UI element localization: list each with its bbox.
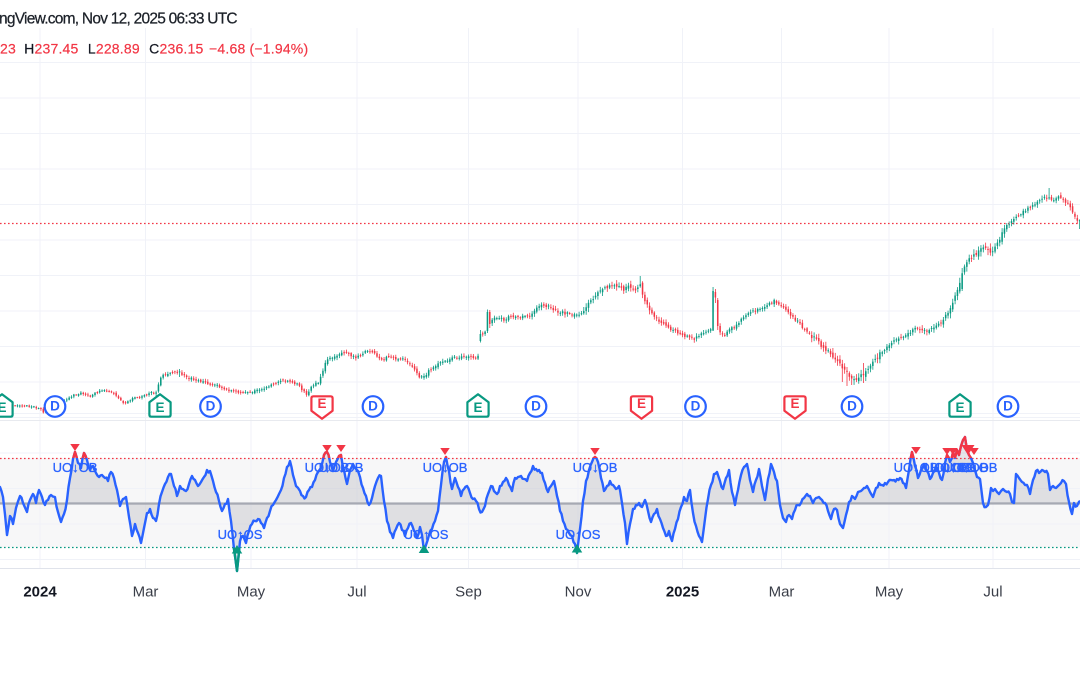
svg-text:D: D [691,399,701,414]
svg-text:UO↓OB: UO↓OB [944,460,989,475]
svg-text:UO↓OB: UO↓OB [423,460,468,475]
svg-text:ngView.com, Nov 12, 2025 06:33: ngView.com, Nov 12, 2025 06:33 UTC [0,11,237,28]
svg-text:E: E [473,400,482,415]
svg-text:UO↓OB: UO↓OB [953,460,998,475]
svg-text:UO↑OS: UO↑OS [556,527,601,542]
svg-text:Nov: Nov [565,584,592,601]
svg-text:2025: 2025 [666,584,699,601]
svg-text:E: E [155,400,164,415]
svg-text:E: E [790,396,799,411]
svg-text:D: D [1003,399,1013,414]
svg-text:May: May [875,584,904,601]
svg-text:2024: 2024 [23,584,57,601]
svg-text:UO↑OS: UO↑OS [218,527,263,542]
svg-text:D: D [847,399,857,414]
svg-text:D: D [531,399,541,414]
svg-text:Jul: Jul [983,584,1002,601]
svg-text:UO↓OB: UO↓OB [894,460,939,475]
svg-text:Jul: Jul [347,584,366,601]
svg-text:UO↑OS: UO↑OS [404,527,449,542]
svg-text:D: D [368,399,378,414]
svg-text:UO↓OB: UO↓OB [573,460,618,475]
svg-text:D: D [50,399,60,414]
svg-text:D: D [206,399,216,414]
svg-text:UO↓OB: UO↓OB [53,460,98,475]
svg-text:E: E [637,396,646,411]
svg-text:UO↓OB: UO↓OB [925,460,970,475]
svg-text:May: May [237,584,266,601]
svg-text:UO↓OB: UO↓OB [319,460,364,475]
svg-text:E: E [0,400,7,415]
svg-text:Sep: Sep [455,584,482,601]
svg-text:UO↓OB: UO↓OB [931,460,976,475]
svg-text:E: E [955,400,964,415]
svg-text:E: E [317,396,326,411]
svg-text:Mar: Mar [769,584,795,601]
svg-text:Mar: Mar [133,584,159,601]
svg-text:UO↓OB: UO↓OB [305,460,350,475]
